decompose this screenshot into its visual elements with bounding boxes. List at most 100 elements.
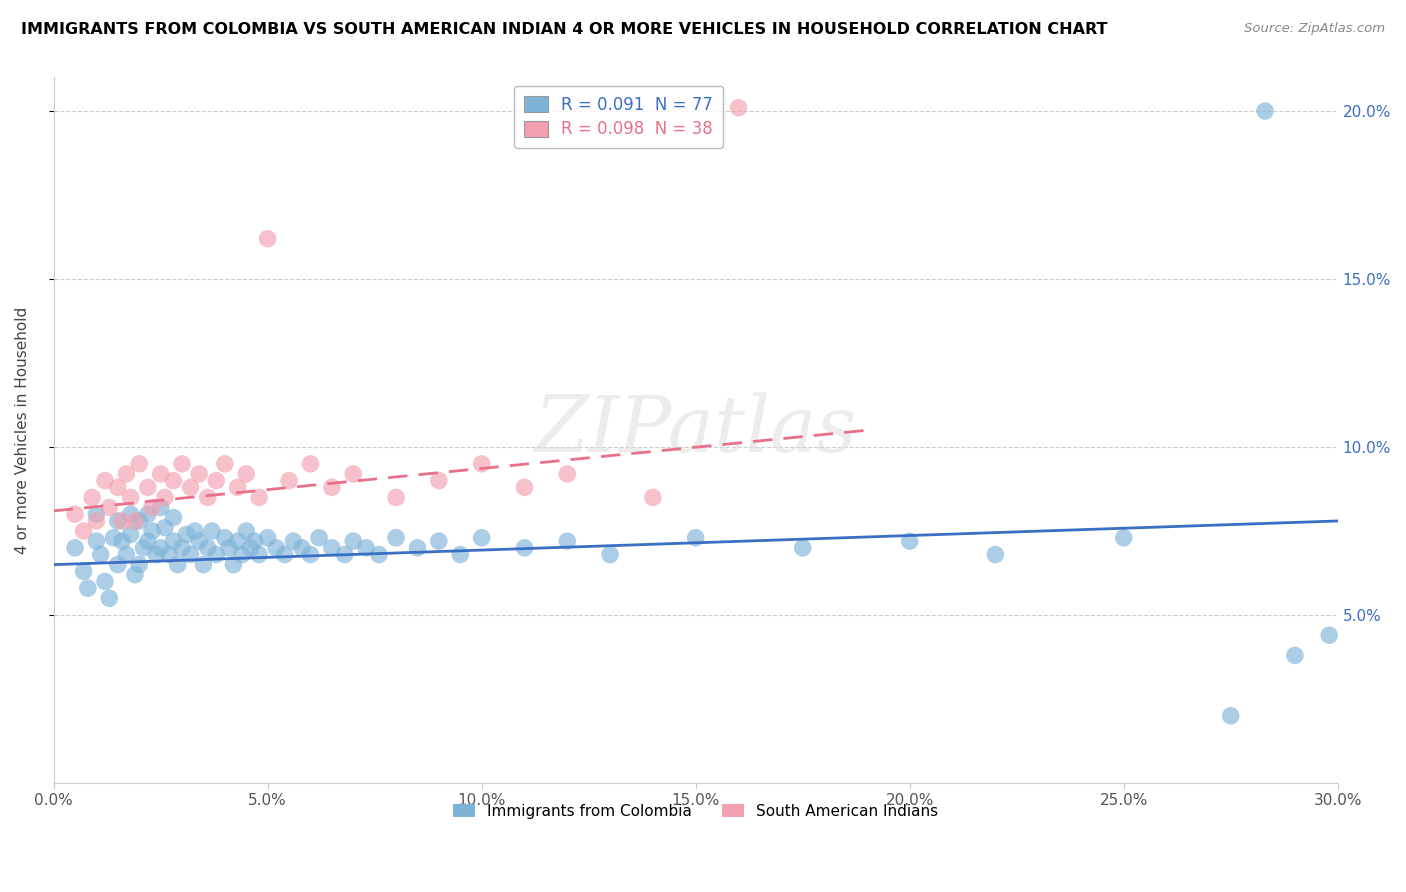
Point [145,548,167,562]
Point [72,524,94,538]
Point [128,457,150,471]
Point [149,500,172,515]
Point [321,480,343,494]
Point [226,480,249,494]
Point [471,457,494,471]
Point [98,591,121,606]
Point [149,541,172,555]
Point [141,500,163,515]
Point [107,558,129,572]
Point [115,467,138,481]
Point [685,531,707,545]
Point [727,101,749,115]
Point [1317,628,1340,642]
Point [162,510,184,524]
Point [76,581,98,595]
Point [231,548,253,562]
Point [136,508,159,522]
Point [214,531,236,545]
Point [449,548,471,562]
Point [86,508,108,522]
Point [278,474,301,488]
Point [1254,103,1277,118]
Point [132,541,155,555]
Point [368,548,391,562]
Point [188,467,211,481]
Point [427,474,450,488]
Point [555,467,578,481]
Legend: Immigrants from Colombia, South American Indians: Immigrants from Colombia, South American… [447,797,945,825]
Point [180,480,202,494]
Point [120,491,142,505]
Point [162,474,184,488]
Point [283,534,305,549]
Point [218,541,240,555]
Point [124,514,146,528]
Point [157,548,180,562]
Point [427,534,450,549]
Point [513,480,536,494]
Point [201,524,224,538]
Point [354,541,377,555]
Point [299,548,322,562]
Point [555,534,578,549]
Text: Source: ZipAtlas.com: Source: ZipAtlas.com [1244,22,1385,36]
Point [153,491,176,505]
Point [170,541,193,555]
Point [197,491,219,505]
Point [256,531,278,545]
Text: ZIPatlas: ZIPatlas [534,392,856,468]
Point [107,514,129,528]
Point [86,514,108,528]
Point [184,524,207,538]
Point [82,491,104,505]
Point [141,524,163,538]
Point [136,534,159,549]
Point [264,541,287,555]
Point [63,541,86,555]
Point [471,531,494,545]
Point [256,232,278,246]
Point [86,534,108,549]
Point [333,548,356,562]
Point [406,541,429,555]
Point [1284,648,1306,663]
Point [308,531,330,545]
Point [239,541,262,555]
Point [63,508,86,522]
Point [299,457,322,471]
Point [247,548,270,562]
Point [599,548,621,562]
Point [176,527,198,541]
Point [321,541,343,555]
Point [128,558,150,572]
Point [984,548,1007,562]
Point [235,524,257,538]
Point [180,548,202,562]
Point [124,567,146,582]
Point [205,548,228,562]
Point [247,491,270,505]
Point [898,534,921,549]
Point [94,574,117,589]
Point [72,565,94,579]
Point [128,514,150,528]
Point [1112,531,1135,545]
Point [188,534,211,549]
Point [274,548,297,562]
Point [162,534,184,549]
Point [205,474,228,488]
Point [641,491,664,505]
Point [385,491,408,505]
Point [94,474,117,488]
Point [1219,709,1241,723]
Point [111,514,134,528]
Point [149,467,172,481]
Point [291,541,314,555]
Y-axis label: 4 or more Vehicles in Household: 4 or more Vehicles in Household [15,307,30,554]
Point [342,534,364,549]
Point [103,531,125,545]
Point [115,548,138,562]
Point [90,548,112,562]
Point [243,534,266,549]
